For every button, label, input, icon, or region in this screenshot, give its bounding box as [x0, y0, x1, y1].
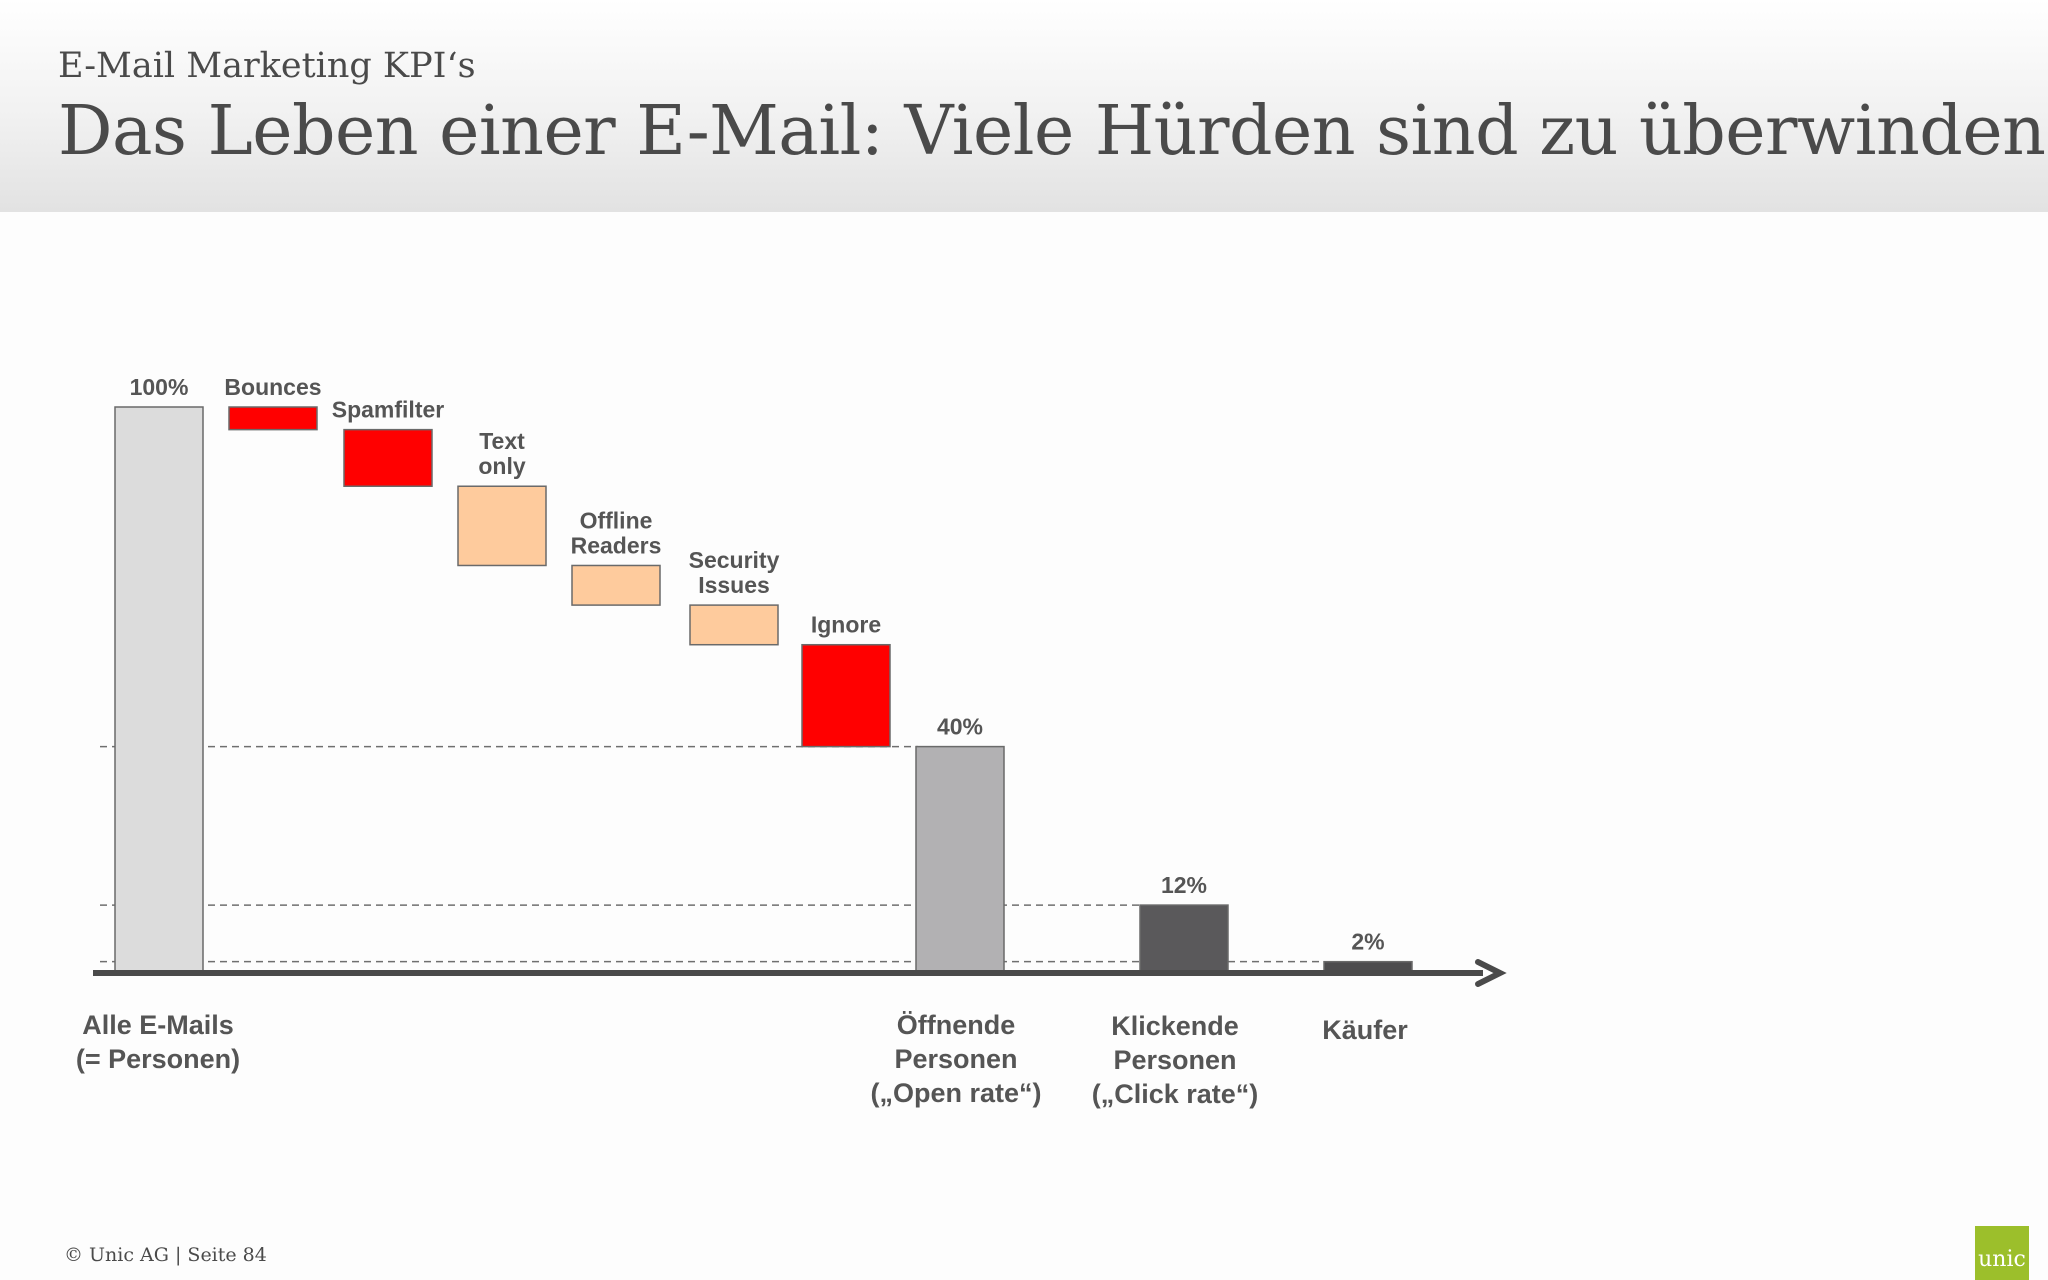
category-label-öffnende: Öffnende Personen („Open rate“) — [870, 1010, 1041, 1108]
bar-40 — [915, 745, 1005, 974]
category-label-klickende-line: („Click rate“) — [1092, 1079, 1259, 1109]
category-label-öffnende-line: Personen — [894, 1044, 1017, 1074]
category-label-klickende-line: Personen — [1113, 1045, 1236, 1075]
data-label-100: 100% — [130, 374, 189, 400]
data-label-spamfilter: Spamfilter — [332, 397, 445, 423]
footer-copyright: © Unic AG | Seite 84 — [64, 1244, 267, 1266]
category-label-alle-e-mails: Alle E-Mails (= Personen) — [76, 1010, 240, 1074]
data-label-ignore-line: Ignore — [811, 612, 881, 638]
category-label-öffnende-line: („Open rate“) — [870, 1078, 1041, 1108]
data-label-offline-readers-line: Readers — [571, 532, 662, 558]
data-label-text-only-line: only — [478, 453, 525, 479]
x-axis — [93, 959, 1507, 987]
data-label-2: 2% — [1351, 929, 1384, 955]
category-label-klickende: Klickende Personen („Click rate“) — [1092, 1011, 1259, 1109]
header-band: E-Mail Marketing KPI‘s Das Leben einer E… — [0, 0, 2048, 212]
data-label-security-issues: Security Issues — [689, 547, 780, 598]
category-label-alle-e-mails-line: (= Personen) — [76, 1044, 240, 1074]
bar-100 — [114, 406, 204, 974]
data-label-text-only: Text only — [478, 428, 525, 479]
category-label-klickende-line: Klickende — [1111, 1011, 1239, 1041]
data-label-100-line: 100% — [130, 374, 189, 400]
bar-spamfilter — [343, 428, 433, 487]
bar-text-only — [457, 485, 547, 567]
data-label-text-only-line: Text — [479, 428, 525, 454]
data-label-security-issues-line: Issues — [698, 572, 770, 598]
labels: 100% Alle E-Mails (= Personen) Bounces Spamf… — [76, 374, 1408, 1109]
slide-title: Das Leben einer E-Mail: Viele Hürden sin… — [58, 92, 2046, 171]
data-label-security-issues-line: Security — [689, 547, 780, 573]
bar-offline-readers — [571, 564, 661, 606]
data-label-bounces: Bounces — [224, 374, 321, 400]
bar-ignore — [801, 643, 891, 748]
data-label-offline-readers: Offline Readers — [571, 507, 662, 558]
data-label-40: 40% — [937, 714, 983, 740]
data-label-12-line: 12% — [1161, 872, 1207, 898]
unic-logo: unic — [1975, 1226, 2029, 1280]
bar-12 — [1139, 904, 1229, 974]
bar-bounces — [228, 406, 318, 431]
data-label-12: 12% — [1161, 872, 1207, 898]
data-label-bounces-line: Bounces — [224, 374, 321, 400]
data-label-spamfilter-line: Spamfilter — [332, 397, 445, 423]
data-label-40-line: 40% — [937, 714, 983, 740]
category-label-öffnende-line: Öffnende — [897, 1010, 1016, 1040]
data-label-2-line: 2% — [1351, 929, 1384, 955]
category-label-käufer-line: Käufer — [1322, 1015, 1408, 1045]
category-label-alle-e-mails-line: Alle E-Mails — [82, 1010, 234, 1040]
bar-security-issues — [689, 604, 779, 646]
x-axis-arrow-icon — [1475, 959, 1507, 987]
data-label-ignore: Ignore — [811, 612, 881, 638]
bars — [114, 406, 1413, 974]
category-label-käufer: Käufer — [1322, 1015, 1408, 1045]
data-label-offline-readers-line: Offline — [580, 507, 653, 533]
slide-kicker: E-Mail Marketing KPI‘s — [58, 46, 476, 86]
